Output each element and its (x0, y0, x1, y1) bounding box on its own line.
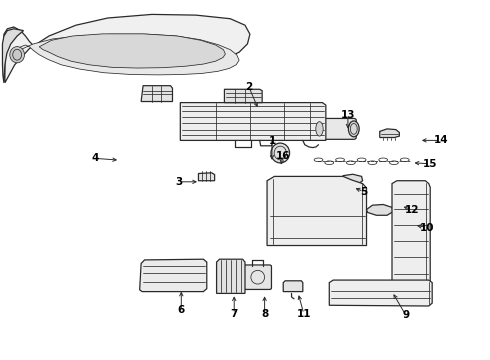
Polygon shape (380, 129, 399, 138)
Text: 12: 12 (404, 204, 419, 215)
Polygon shape (2, 29, 24, 83)
Text: 9: 9 (402, 310, 409, 320)
Polygon shape (141, 86, 172, 102)
Polygon shape (198, 173, 215, 181)
Ellipse shape (271, 143, 290, 163)
Polygon shape (140, 259, 207, 292)
Text: 11: 11 (296, 309, 311, 319)
Text: 16: 16 (276, 150, 291, 161)
Polygon shape (267, 176, 367, 246)
Polygon shape (180, 103, 326, 140)
Polygon shape (329, 280, 432, 306)
Text: 6: 6 (178, 305, 185, 315)
Text: 8: 8 (261, 309, 268, 319)
FancyBboxPatch shape (316, 118, 356, 139)
Text: 3: 3 (175, 177, 182, 187)
Polygon shape (367, 204, 393, 215)
Polygon shape (21, 34, 239, 75)
Polygon shape (4, 14, 250, 83)
Ellipse shape (348, 121, 359, 137)
Polygon shape (224, 89, 262, 103)
Text: 2: 2 (245, 82, 252, 92)
Polygon shape (343, 174, 363, 184)
Polygon shape (39, 34, 225, 68)
Polygon shape (283, 281, 303, 292)
Text: 10: 10 (420, 222, 435, 233)
FancyBboxPatch shape (244, 265, 271, 289)
Text: 1: 1 (269, 136, 275, 146)
Text: 13: 13 (341, 110, 355, 120)
Text: 5: 5 (360, 186, 367, 197)
Text: 14: 14 (434, 135, 448, 145)
Polygon shape (392, 181, 430, 290)
Ellipse shape (316, 122, 323, 136)
Text: 15: 15 (423, 159, 438, 169)
Text: 7: 7 (230, 309, 238, 319)
Text: 4: 4 (92, 153, 99, 163)
Polygon shape (217, 259, 245, 293)
Ellipse shape (10, 47, 24, 63)
